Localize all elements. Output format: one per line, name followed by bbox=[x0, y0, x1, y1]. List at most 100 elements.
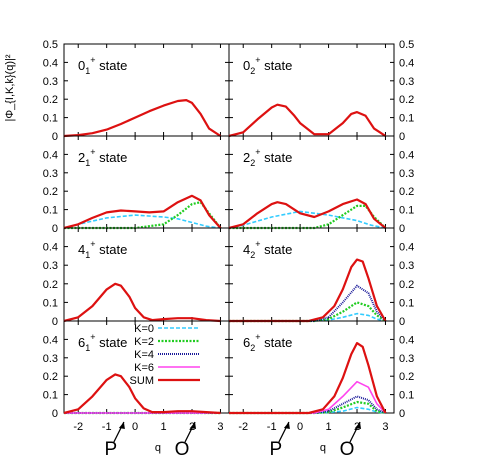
legend-label: K=0 bbox=[134, 323, 154, 335]
series-sum bbox=[63, 98, 222, 138]
y-tick-label: 0.5 bbox=[399, 39, 414, 51]
y-tick-label: 0.3 bbox=[43, 76, 58, 88]
x-tick-label: 0 bbox=[132, 421, 138, 433]
y-tick-label: 0.2 bbox=[43, 371, 58, 383]
legend-label: SUM bbox=[130, 375, 154, 387]
y-tick-label: 0.2 bbox=[399, 94, 414, 106]
panel-title: 41+ state bbox=[78, 239, 127, 260]
series-k4 bbox=[229, 395, 386, 414]
y-tick-label: 0.1 bbox=[399, 390, 414, 402]
y-axis-label: |Φ_{I,K,k}(q)|² bbox=[4, 54, 16, 121]
x-axis: -2-10123POq-2-10123POq bbox=[73, 421, 388, 458]
y-tick-label: 0.1 bbox=[399, 113, 414, 125]
series-sum bbox=[63, 194, 222, 230]
marker-label-o: O bbox=[340, 439, 355, 458]
panel-2: 02+ state bbox=[228, 43, 395, 138]
series-k2 bbox=[229, 301, 387, 323]
y-tick-label: 0.4 bbox=[399, 57, 414, 69]
panel-title: 62+ state bbox=[243, 332, 292, 353]
series-sum bbox=[228, 198, 387, 230]
x-axis-label: q bbox=[155, 442, 161, 454]
y-tick-label: 0 bbox=[52, 223, 58, 235]
y-tick-label: 0 bbox=[399, 316, 405, 328]
legend-label: K=6 bbox=[134, 362, 154, 374]
y-axis-left: 0 0.1 0.2 0.3 0.4 0.5 0 0.1 0.2 0.3 0.4 0 0.1 0.2 0.3 0… bbox=[43, 39, 58, 420]
y-tick-label: 0.2 bbox=[399, 279, 414, 291]
y-tick-label: 0.2 bbox=[43, 279, 58, 291]
series-sum bbox=[63, 282, 221, 323]
panels-group: 01+ state 02+ state 21+ state 22+ state 41+ … bbox=[63, 43, 395, 415]
x-tick-label: 1 bbox=[326, 421, 332, 433]
y-tick-label: 0.2 bbox=[399, 371, 414, 383]
y-axis-right: 0 0.1 0.2 0.3 0.4 0.5 0 0.1 0.2 0.3 0.4 0 0.1 0.2 0.3 0… bbox=[399, 39, 414, 420]
x-tick-label: -1 bbox=[102, 421, 112, 433]
series-k0 bbox=[229, 312, 386, 322]
x-tick-label: 3 bbox=[217, 421, 223, 433]
y-tick-label: 0 bbox=[52, 131, 58, 143]
panel-6: 42+ state bbox=[228, 227, 395, 323]
x-tick-label: 1 bbox=[161, 421, 167, 433]
panel-1: 01+ state bbox=[63, 43, 230, 138]
marker-arrowhead bbox=[283, 422, 290, 429]
y-tick-label: 0 bbox=[399, 223, 405, 235]
x-tick-label: -2 bbox=[73, 421, 83, 433]
y-tick-label: 0 bbox=[52, 316, 58, 328]
marker-label-o: O bbox=[175, 439, 190, 458]
y-tick-label: 0.5 bbox=[43, 39, 58, 51]
panel-title: 21+ state bbox=[78, 147, 127, 168]
y-tick-label: 0.1 bbox=[43, 297, 58, 309]
series-k6 bbox=[229, 380, 387, 414]
panel-title: 42+ state bbox=[243, 239, 292, 260]
marker-label-p: P bbox=[270, 439, 283, 458]
series-k0 bbox=[63, 214, 221, 229]
panel-frame bbox=[63, 135, 230, 229]
y-tick-label: 0.4 bbox=[399, 149, 414, 161]
panel-frame bbox=[63, 227, 230, 322]
panel-8: 62+ state bbox=[228, 320, 395, 415]
y-tick-label: 0.3 bbox=[43, 260, 58, 272]
y-tick-label: 0.2 bbox=[399, 186, 414, 198]
panel-title: 02+ state bbox=[243, 55, 292, 76]
y-tick-label: 0.3 bbox=[399, 168, 414, 180]
panel-frame bbox=[228, 227, 395, 322]
legend-label: K=4 bbox=[134, 349, 154, 361]
y-tick-label: 0 bbox=[399, 408, 405, 420]
panel-title: 01+ state bbox=[78, 55, 127, 76]
x-tick-label: -1 bbox=[267, 421, 277, 433]
marker-arrowhead bbox=[118, 422, 125, 429]
y-tick-label: 0.3 bbox=[43, 353, 58, 365]
legend-label: K=2 bbox=[134, 336, 154, 348]
panel-4: 22+ state bbox=[228, 135, 395, 230]
y-tick-label: 0.3 bbox=[399, 353, 414, 365]
series-sum bbox=[228, 103, 387, 138]
y-tick-label: 0.4 bbox=[399, 242, 414, 254]
y-tick-label: 0.3 bbox=[43, 168, 58, 180]
panel-title: 22+ state bbox=[243, 147, 292, 168]
series-sum bbox=[63, 373, 221, 415]
y-tick-label: 0.1 bbox=[43, 205, 58, 217]
marker-arrowhead bbox=[190, 422, 197, 429]
marker-label-p: P bbox=[105, 439, 118, 458]
y-tick-label: 0 bbox=[52, 408, 58, 420]
y-tick-label: 0 bbox=[399, 131, 405, 143]
x-tick-label: 0 bbox=[297, 421, 303, 433]
y-tick-label: 0.1 bbox=[43, 390, 58, 402]
marker-arrowhead bbox=[355, 422, 362, 429]
y-tick-label: 0.2 bbox=[43, 186, 58, 198]
series-k0 bbox=[228, 210, 386, 229]
panel-frame bbox=[228, 135, 395, 229]
y-tick-label: 0.4 bbox=[43, 334, 58, 346]
x-tick-label: -2 bbox=[238, 421, 248, 433]
panel-5: 41+ state bbox=[63, 227, 230, 323]
y-tick-label: 0.4 bbox=[43, 242, 58, 254]
x-tick-label: 3 bbox=[382, 421, 388, 433]
y-tick-label: 0.3 bbox=[399, 76, 414, 88]
panel-3: 21+ state bbox=[63, 135, 230, 230]
panel-7: 61+ state bbox=[63, 320, 230, 415]
panel-title: 61+ state bbox=[78, 332, 127, 353]
x-axis-label: q bbox=[320, 442, 326, 454]
y-tick-label: 0.4 bbox=[43, 149, 58, 161]
series-sum bbox=[229, 342, 387, 415]
